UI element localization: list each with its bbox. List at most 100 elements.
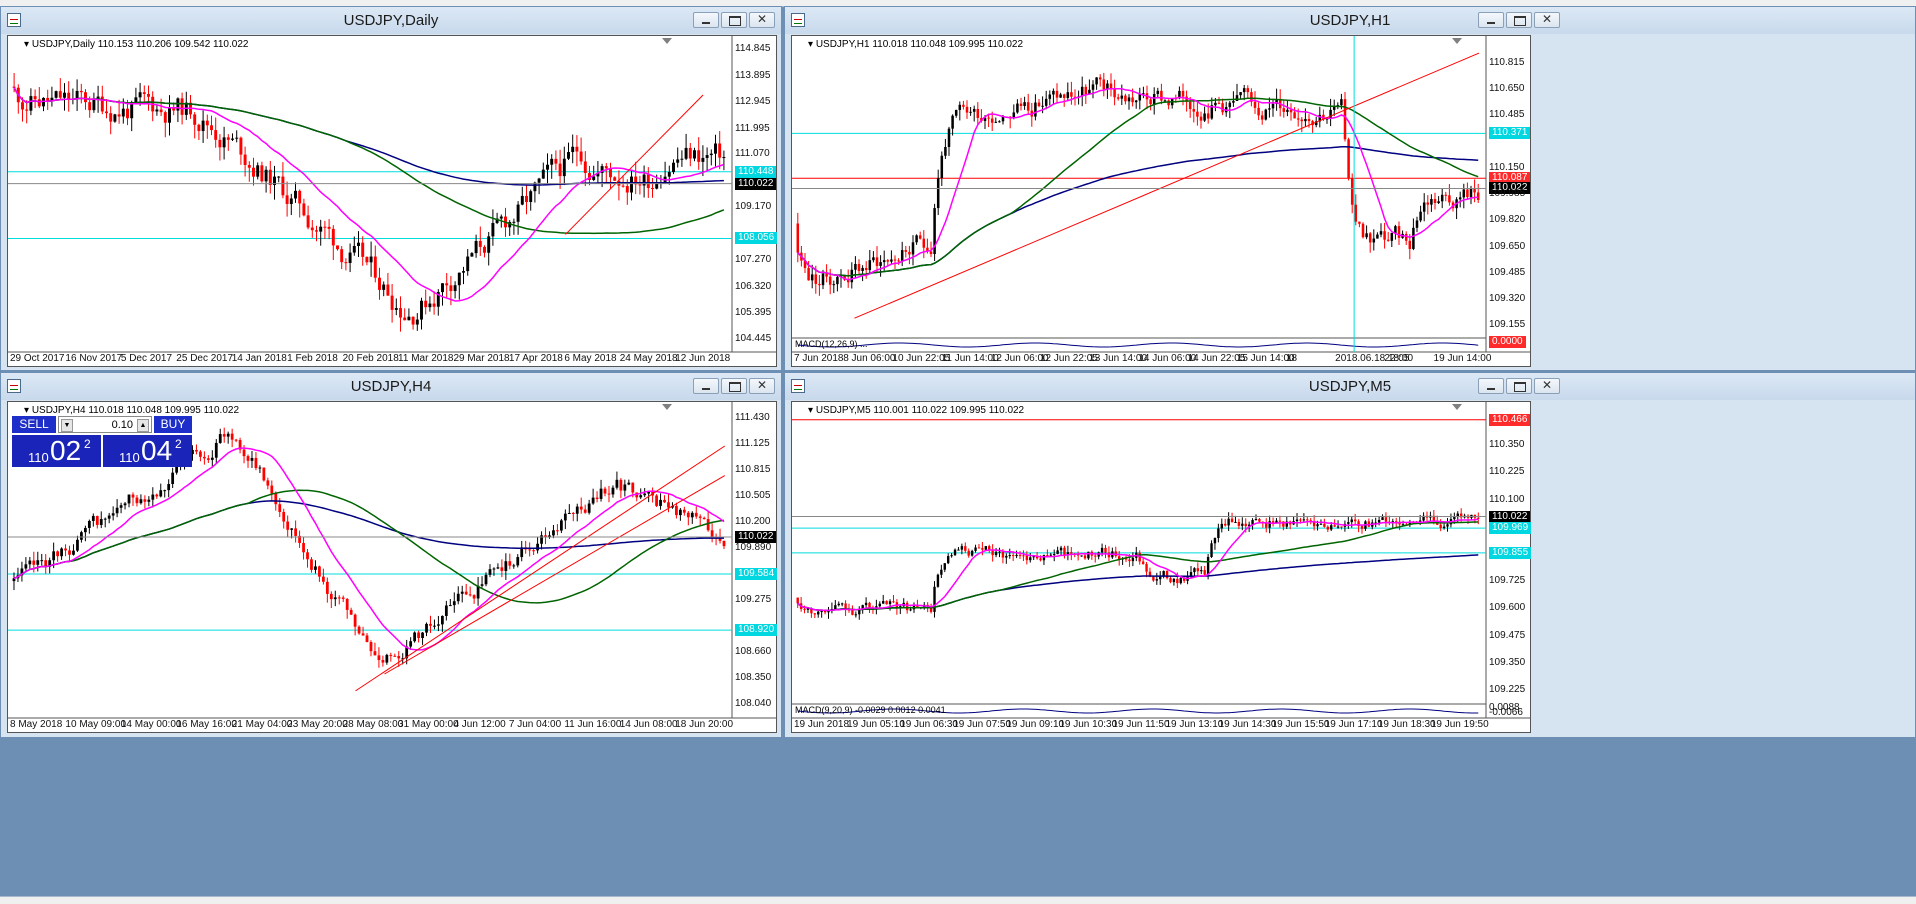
maximize-button[interactable] xyxy=(721,12,747,28)
candle-body xyxy=(1138,93,1142,101)
candle-body xyxy=(1372,238,1376,243)
candle-body xyxy=(167,483,171,491)
chart-svg[interactable] xyxy=(792,402,1530,732)
close-button[interactable] xyxy=(749,12,775,28)
candle-body xyxy=(472,595,476,599)
candle-body xyxy=(491,222,495,237)
candle-body xyxy=(1264,109,1268,120)
minimize-button[interactable] xyxy=(1478,12,1504,28)
chart-window-daily[interactable]: USDJPY,Daily USDJPY,Daily 110.153 110.20… xyxy=(0,6,782,371)
chart-window-h1[interactable]: USDJPY,H1 USDJPY,H1 110.018 110.048 109.… xyxy=(784,6,1916,371)
chart-shift-marker[interactable] xyxy=(1452,404,1462,410)
time-axis-label: 13 Jun 14:00 xyxy=(1089,353,1147,364)
ma-fast-line[interactable] xyxy=(797,518,1479,612)
candle-body xyxy=(425,623,428,633)
close-button[interactable] xyxy=(1534,12,1560,28)
chart-svg[interactable] xyxy=(8,402,776,732)
minimize-button[interactable] xyxy=(693,378,719,394)
buy-price[interactable]: 110 04 2 xyxy=(103,435,192,467)
volume-field[interactable]: 0.10 ▼ ▲ xyxy=(58,416,152,433)
candle-body xyxy=(556,530,559,532)
time-axis-label: 16 May 16:00 xyxy=(176,719,237,730)
candle-body xyxy=(1084,86,1088,95)
candle-body xyxy=(940,155,944,179)
close-button[interactable] xyxy=(1534,378,1560,394)
candle-body xyxy=(1401,524,1405,526)
candle-body xyxy=(1230,518,1234,523)
chart-shift-marker[interactable] xyxy=(662,38,672,44)
minimize-button[interactable] xyxy=(1478,378,1504,394)
ma-slow-line[interactable] xyxy=(797,145,1479,277)
candle-body xyxy=(159,490,163,497)
close-button[interactable] xyxy=(749,378,775,394)
maximize-button[interactable] xyxy=(721,378,747,394)
chart-area[interactable]: USDJPY,H4 110.018 110.048 109.995 110.02… xyxy=(7,401,778,733)
candle-body xyxy=(1192,109,1196,112)
trend-line[interactable] xyxy=(355,445,726,692)
trend-line[interactable] xyxy=(854,52,1480,319)
volume-up-icon[interactable]: ▲ xyxy=(137,419,149,432)
time-axis-label: 7 Jun 2018 xyxy=(794,353,844,364)
candle-body xyxy=(969,111,972,113)
ma-fast-line[interactable] xyxy=(13,447,725,651)
chart-shift-marker[interactable] xyxy=(662,404,672,410)
candle-body xyxy=(825,273,828,277)
trend-line[interactable] xyxy=(565,94,704,235)
ma-mid-line[interactable] xyxy=(797,521,1479,612)
chart-shift-marker[interactable] xyxy=(1452,38,1462,44)
candle-body xyxy=(464,591,468,595)
time-axis-label: 12 Jun 2018 xyxy=(675,353,731,364)
ma-fast-line[interactable] xyxy=(13,87,725,302)
chart-area[interactable]: USDJPY,M5 110.001 110.022 109.995 110.02… xyxy=(791,401,1532,733)
ma-mid-line[interactable] xyxy=(13,489,725,604)
time-axis-label: 21 May 04:00 xyxy=(231,719,293,730)
candle-body xyxy=(718,143,722,158)
candle-body xyxy=(428,303,432,308)
candle-body xyxy=(858,608,861,615)
trend-line[interactable] xyxy=(384,475,726,675)
volume-down-icon[interactable]: ▼ xyxy=(61,419,73,432)
price-axis-label: 108.350 xyxy=(735,672,772,684)
chart-window-m5[interactable]: USDJPY,M5 USDJPY,M5 110.001 110.022 109.… xyxy=(784,372,1916,738)
sell-button[interactable]: SELL xyxy=(12,416,56,433)
candle-body xyxy=(373,256,377,278)
ma-mid-line[interactable] xyxy=(797,97,1479,277)
candle-body xyxy=(1056,550,1059,555)
candle-body xyxy=(1271,103,1275,109)
buy-button[interactable]: BUY xyxy=(154,416,192,433)
sell-price[interactable]: 110 02 2 xyxy=(12,435,101,467)
candle-body xyxy=(1268,108,1271,110)
time-axis-label: 12 Jun 22:05 xyxy=(1039,353,1098,364)
chart-area[interactable]: USDJPY,H1 110.018 110.048 109.995 110.02… xyxy=(791,35,1531,367)
candle-body xyxy=(595,497,599,499)
chart-area[interactable]: USDJPY,Daily 110.153 110.206 109.542 110… xyxy=(7,35,778,367)
maximize-button[interactable] xyxy=(1506,12,1532,28)
ma-mid-line[interactable] xyxy=(13,87,725,235)
candle-body xyxy=(1271,521,1275,524)
ma-fast-line[interactable] xyxy=(797,87,1479,281)
minimize-button[interactable] xyxy=(693,12,719,28)
candle-body xyxy=(289,198,293,204)
maximize-button[interactable] xyxy=(1506,378,1532,394)
candle-body xyxy=(1376,234,1379,239)
candle-body xyxy=(909,609,912,611)
candle-body xyxy=(962,104,965,107)
candle-body xyxy=(1188,101,1192,110)
window-titlebar[interactable]: USDJPY,H1 xyxy=(785,7,1915,34)
window-titlebar[interactable]: USDJPY,H4 xyxy=(1,373,781,400)
candle-body xyxy=(1437,201,1440,204)
chart-window-h4[interactable]: USDJPY,H4 USDJPY,H4 110.018 110.048 109.… xyxy=(0,372,782,738)
candle-body xyxy=(24,564,28,569)
window-titlebar[interactable]: USDJPY,M5 xyxy=(785,373,1915,400)
candle-body xyxy=(1049,554,1052,556)
chart-svg[interactable] xyxy=(8,36,776,366)
candle-body xyxy=(803,609,806,611)
ma-slow-line[interactable] xyxy=(797,554,1479,612)
candle-body xyxy=(76,539,79,551)
candle-body xyxy=(1095,77,1098,85)
chart-svg[interactable] xyxy=(792,36,1530,366)
window-titlebar[interactable]: USDJPY,Daily xyxy=(1,7,781,34)
candle-body xyxy=(984,546,988,550)
price-badge: 110.022 xyxy=(735,177,777,190)
candle-body xyxy=(904,250,908,252)
